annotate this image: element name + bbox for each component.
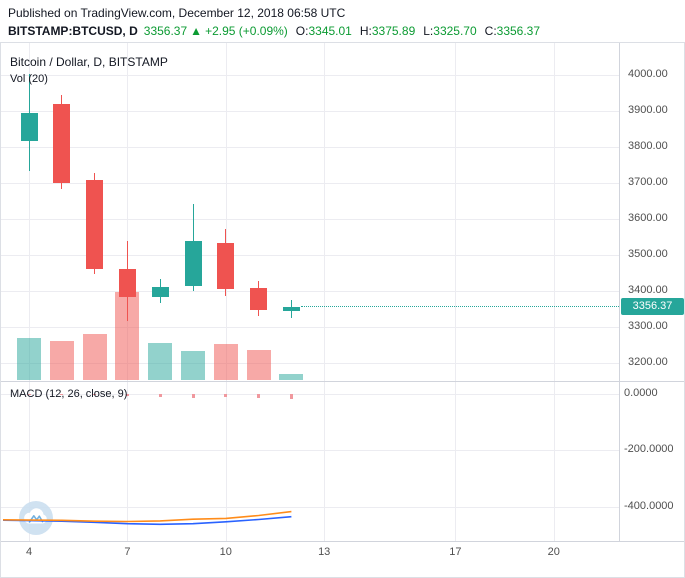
price-axis-label: 3500.00 (628, 248, 668, 261)
macd-axis-label: -200.0000 (624, 443, 674, 456)
time-gridline (553, 43, 555, 541)
macd-histogram-bar (289, 393, 293, 399)
macd-gridline (1, 393, 619, 395)
macd-histogram-bar (224, 393, 228, 398)
symbol-label: BITSTAMP:BTCUSD, D (8, 24, 138, 38)
macd-histogram-bar (158, 393, 162, 398)
candle-body (151, 286, 169, 297)
time-gridline (324, 43, 326, 541)
macd-histogram-bar (125, 393, 129, 397)
volume-indicator-legend: Vol (20) (10, 73, 48, 85)
time-axis-label: 17 (449, 546, 462, 558)
time-axis-separator (1, 541, 684, 542)
up-arrow-icon: ▲ (190, 24, 203, 38)
volume-bar (181, 350, 205, 380)
macd-axis-label: -400.0000 (624, 500, 674, 513)
tradingview-logo-watermark (19, 501, 53, 535)
candle-body (184, 241, 202, 287)
snapshot-header: Published on TradingView.com, December 1… (0, 0, 685, 42)
last-price-line (301, 305, 619, 307)
price-axis-label: 3400.00 (628, 284, 668, 297)
time-axis-label: 4 (25, 546, 33, 558)
macd-histogram-bar (60, 393, 64, 395)
candle-body (217, 242, 235, 289)
candle-body (53, 104, 71, 184)
macd-histogram-bar (191, 393, 195, 399)
chart-region: Bitcoin / Dollar, D, BITSTAMP Vol (20) M… (0, 42, 685, 578)
low-label: L: (423, 24, 434, 38)
open-value: 3345.01 (308, 24, 352, 38)
macd-gridline (1, 450, 619, 452)
time-axis-label: 13 (318, 546, 331, 558)
time-gridline (455, 43, 457, 541)
tradingview-cloud-icon (19, 501, 53, 535)
volume-bar (246, 350, 271, 380)
price-axis-label: 3900.00 (628, 104, 668, 117)
volume-bar (49, 341, 74, 380)
price-axis-label: 3200.00 (628, 356, 668, 369)
price-gridline (1, 219, 619, 221)
time-axis-label: 10 (219, 546, 232, 558)
price-change-value: +2.95 (+0.09%) (205, 24, 288, 38)
high-label: H: (359, 24, 372, 38)
price-gridline (1, 147, 619, 149)
macd-indicator-legend: MACD (12, 26, close, 9) (10, 388, 128, 400)
last-price-value: 3356.37 (143, 24, 188, 38)
candle-body (86, 179, 104, 269)
price-gridline (1, 111, 619, 113)
open-label: O: (295, 24, 309, 38)
price-axis-label: 4000.00 (628, 68, 668, 81)
volume-bar (213, 343, 238, 380)
price-axis-label: 3600.00 (628, 212, 668, 225)
macd-histogram-bar (93, 393, 97, 395)
time-axis-label: 7 (124, 546, 131, 558)
chart-title-legend: Bitcoin / Dollar, D, BITSTAMP (10, 55, 168, 69)
macd-histogram-bar (27, 393, 31, 395)
price-axis-label: 3800.00 (628, 140, 668, 153)
price-gridline (1, 183, 619, 185)
price-gridline (1, 327, 619, 329)
candle-body (118, 268, 136, 297)
price-axis-label: 3700.00 (628, 176, 668, 189)
volume-bar (279, 373, 304, 380)
pane-separator (1, 381, 684, 382)
price-gridline (1, 75, 619, 77)
published-caption: Published on TradingView.com, December 1… (8, 6, 346, 20)
close-value: 3356.37 (496, 24, 541, 38)
macd-axis-label: 0.0000 (624, 386, 658, 399)
candle-body (250, 287, 268, 311)
price-gridline (1, 363, 619, 365)
time-gridline (29, 43, 30, 541)
candle-body (282, 306, 300, 311)
low-value: 3325.70 (433, 24, 477, 38)
macd-lines-layer (2, 510, 292, 526)
high-value: 3375.89 (371, 24, 416, 38)
macd-gridline (1, 507, 619, 509)
last-price-badge: 3356.37 (621, 298, 684, 316)
volume-bar (82, 334, 107, 380)
time-axis-label: 20 (547, 546, 560, 558)
price-gridline (1, 291, 619, 293)
time-gridline (225, 43, 227, 541)
volume-bar (148, 343, 173, 380)
price-axis-label: 3300.00 (628, 320, 668, 333)
symbol-quote-line: BITSTAMP:BTCUSD, D 3356.37 ▲ +2.95 (+0.09%)… (8, 24, 685, 38)
candle-body (20, 113, 38, 142)
close-label: C: (484, 24, 497, 38)
price-gridline (1, 255, 619, 257)
price-axis-border (619, 43, 620, 541)
macd-histogram-bar (257, 393, 261, 398)
volume-bar (17, 337, 41, 380)
